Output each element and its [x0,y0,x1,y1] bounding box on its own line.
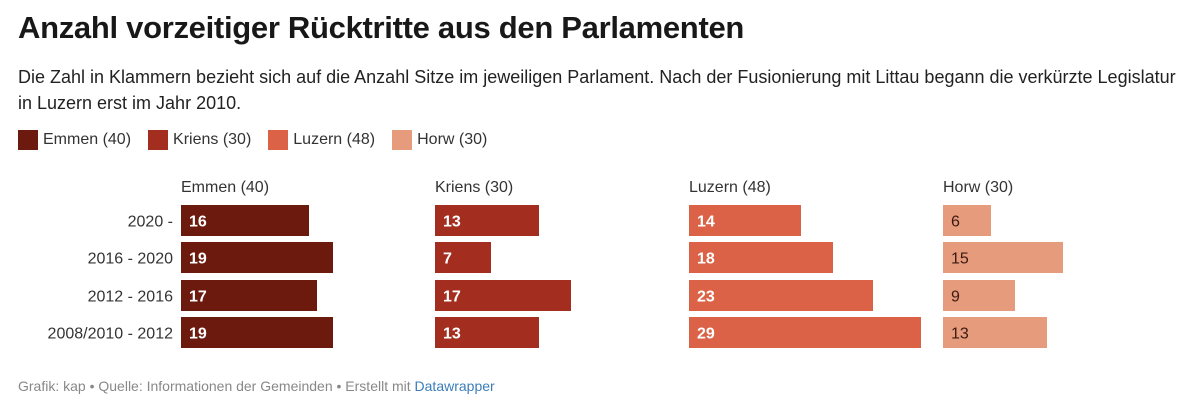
category-label: 2016 - 2020 [88,251,174,268]
bar [943,280,1015,311]
legend-label: Kriens (30) [173,131,252,148]
panel-title: Luzern (48) [689,179,771,196]
data-label: 19 [189,251,207,268]
bar [181,317,333,348]
legend-label: Horw (30) [417,131,488,148]
bar [689,280,873,311]
category-label: 2008/2010 - 2012 [48,326,174,343]
footer: Grafik: kap • Quelle: Informationen der … [18,378,495,394]
legend-item-luzern: Luzern (48) [268,130,375,150]
data-label: 14 [697,214,715,231]
bar [435,242,491,273]
legend-swatch [392,130,413,150]
bar [943,317,1047,348]
data-label: 16 [189,214,207,231]
footer-credits: Grafik: kap • Quelle: Informationen der … [18,378,415,394]
data-label: 19 [189,326,207,343]
bar [943,242,1063,273]
bar [689,205,801,236]
bar [181,242,333,273]
panel-title: Emmen (40) [181,179,269,196]
bar [181,205,309,236]
legend-label: Luzern (48) [293,131,376,148]
panel-title: Kriens (30) [435,179,513,196]
data-label: 15 [951,251,969,268]
bar [943,205,991,236]
legend-item-horw: Horw (30) [392,130,487,150]
legend-item-emmen: Emmen (40) [18,130,131,150]
chart-title: Anzahl vorzeitiger Rücktritte aus den Pa… [18,10,745,45]
legend: Emmen (40) Kriens (30) Luzern (48) Horw … [18,130,504,150]
legend-item-kriens: Kriens (30) [148,130,251,150]
category-label: 2020 - [128,214,173,231]
bar [435,205,539,236]
bar [689,317,921,348]
data-label: 17 [443,289,461,306]
data-label: 18 [697,251,715,268]
bar [181,280,317,311]
data-label: 6 [951,214,960,231]
datawrapper-link[interactable]: Datawrapper [414,378,495,394]
data-label: 9 [951,289,960,306]
data-label: 13 [443,214,461,231]
bar [435,280,571,311]
chart-subtitle: Die Zahl in Klammern bezieht sich auf di… [18,67,1176,113]
category-label: 2012 - 2016 [88,289,174,306]
panel-title: Horw (30) [943,179,1013,196]
data-label: 23 [697,289,715,306]
legend-swatch [268,130,289,150]
data-label: 17 [189,289,207,306]
data-label: 13 [951,326,969,343]
data-label: 13 [443,326,461,343]
legend-swatch [148,130,169,150]
bar [435,317,539,348]
bar [689,242,833,273]
data-label: 7 [443,251,452,268]
legend-label: Emmen (40) [43,131,132,148]
legend-swatch [18,130,38,150]
data-label: 29 [697,326,715,343]
